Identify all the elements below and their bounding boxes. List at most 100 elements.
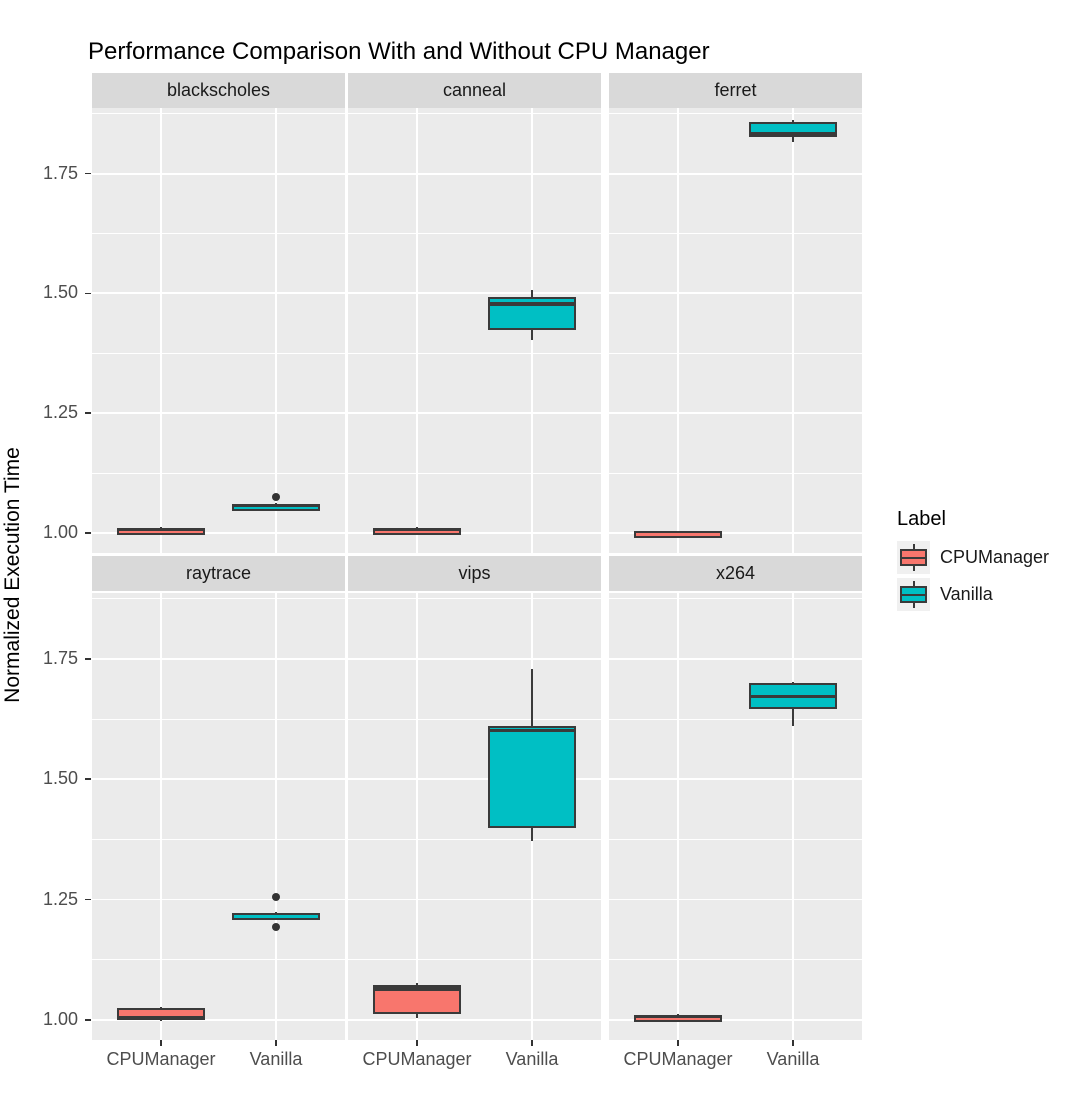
y-tick-label: 1.00 xyxy=(42,521,78,542)
facet-strip-label: blackscholes xyxy=(166,80,271,100)
gridline-major-v xyxy=(677,108,679,553)
facet-panel xyxy=(92,108,345,553)
gridline-major-h xyxy=(348,898,601,901)
legend-entry-label: Vanilla xyxy=(940,584,993,604)
x-tick-label: CPUManager xyxy=(362,1049,472,1069)
boxplot-median xyxy=(375,987,459,991)
facet-panel xyxy=(609,593,862,1040)
gridline-major-v xyxy=(792,108,794,553)
gridline-major-h xyxy=(348,1018,601,1021)
legend-key-median xyxy=(902,593,925,596)
y-tick-label: 1.75 xyxy=(42,647,78,668)
x-tick-mark xyxy=(416,1040,418,1046)
gridline-major-h xyxy=(348,778,601,781)
gridline-minor-h xyxy=(92,233,345,234)
boxplot-median xyxy=(636,531,720,534)
legend-entries: CPUManager Vanilla xyxy=(897,541,1049,611)
gridline-minor-h xyxy=(609,838,862,840)
y-tick-mark xyxy=(85,778,91,780)
legend-entry: CPUManager xyxy=(897,541,1049,574)
gridline-minor-h xyxy=(348,959,601,961)
facet-strip-label: x264 xyxy=(715,563,756,583)
boxplot-median xyxy=(490,728,574,733)
gridline-minor-h xyxy=(348,598,601,600)
y-tick-mark xyxy=(85,172,91,175)
gridline-major-h xyxy=(609,292,862,295)
boxplot-median xyxy=(490,302,574,306)
x-tick-label: Vanilla xyxy=(505,1049,559,1069)
gridline-major-h xyxy=(92,1018,345,1021)
facet-strip: ferret xyxy=(609,73,862,108)
boxplot-median xyxy=(234,504,318,507)
gridline-minor-h xyxy=(348,718,601,720)
y-tick-label: 1.25 xyxy=(42,888,78,909)
x-tick-mark xyxy=(677,1040,679,1046)
x-tick-mark xyxy=(275,1040,277,1046)
gridline-minor-h xyxy=(348,472,601,474)
gridline-minor-h xyxy=(609,352,862,354)
x-tick-mark xyxy=(531,1040,533,1046)
gridline-minor-h xyxy=(92,472,345,474)
gridline-major-v xyxy=(416,108,418,553)
gridline-major-h xyxy=(348,658,601,660)
legend: Label CPUManager Vanilla xyxy=(897,508,1049,615)
gridline-major-h xyxy=(92,531,345,534)
gridline-minor-h xyxy=(92,718,345,720)
y-tick-mark xyxy=(85,532,91,534)
gridline-minor-h xyxy=(92,598,345,600)
x-tick-label: Vanilla xyxy=(766,1049,820,1069)
gridline-major-h xyxy=(348,292,601,295)
x-tick-mark xyxy=(160,1040,162,1046)
gridline-major-v xyxy=(792,593,794,1040)
gridline-major-h xyxy=(609,778,862,781)
gridline-major-h xyxy=(92,658,345,660)
gridline-minor-h xyxy=(609,113,862,115)
y-axis-title: Normalized Execution Time xyxy=(1,447,24,703)
facet-strip: blackscholes xyxy=(92,73,345,108)
boxplot-median xyxy=(751,132,835,136)
gridline-minor-h xyxy=(609,472,862,474)
facet-strip-label: vips xyxy=(458,563,491,583)
gridline-major-h xyxy=(609,898,862,901)
gridline-major-h xyxy=(92,412,345,415)
gridline-minor-h xyxy=(609,233,862,234)
legend-key-boxplot-glyph xyxy=(897,541,930,574)
y-tick-mark xyxy=(85,658,91,660)
y-tick-label: 1.00 xyxy=(42,1008,78,1029)
gridline-minor-h xyxy=(609,959,862,961)
facet-strip: vips xyxy=(348,556,601,591)
boxplot-box xyxy=(373,528,461,536)
y-tick-label: 1.50 xyxy=(42,768,78,789)
y-tick-label: 1.25 xyxy=(42,402,78,423)
gridline-major-h xyxy=(92,898,345,901)
x-tick-label: Vanilla xyxy=(249,1049,303,1069)
boxplot-median xyxy=(636,1015,720,1018)
x-tick-label: CPUManager xyxy=(106,1049,216,1069)
gridline-major-v xyxy=(677,593,679,1040)
gridline-minor-h xyxy=(348,113,601,115)
gridline-minor-h xyxy=(609,598,862,600)
facet-panel xyxy=(348,108,601,553)
x-tick-mark xyxy=(792,1040,794,1046)
facet-panel xyxy=(348,593,601,1040)
gridline-minor-h xyxy=(92,959,345,961)
legend-title: Label xyxy=(897,508,946,530)
gridline-minor-h xyxy=(348,233,601,234)
y-tick-mark xyxy=(85,898,91,901)
chart-title: Performance Comparison With and Without … xyxy=(88,38,710,65)
outlier-point xyxy=(272,492,280,501)
y-tick-label: 1.50 xyxy=(42,282,78,303)
facet-strip-label: canneal xyxy=(442,80,507,100)
facet-strip: canneal xyxy=(348,73,601,108)
gridline-major-v xyxy=(160,593,162,1040)
outlier-point xyxy=(272,922,280,931)
gridline-minor-h xyxy=(92,838,345,840)
boxplot-box xyxy=(488,726,576,829)
legend-entry-label: CPUManager xyxy=(940,547,1050,567)
gridline-major-v xyxy=(275,108,277,553)
gridline-major-h xyxy=(348,531,601,534)
facet-strip: raytrace xyxy=(92,556,345,591)
gridline-major-h xyxy=(92,778,345,781)
gridline-minor-h xyxy=(92,352,345,354)
gridline-minor-h xyxy=(92,113,345,115)
